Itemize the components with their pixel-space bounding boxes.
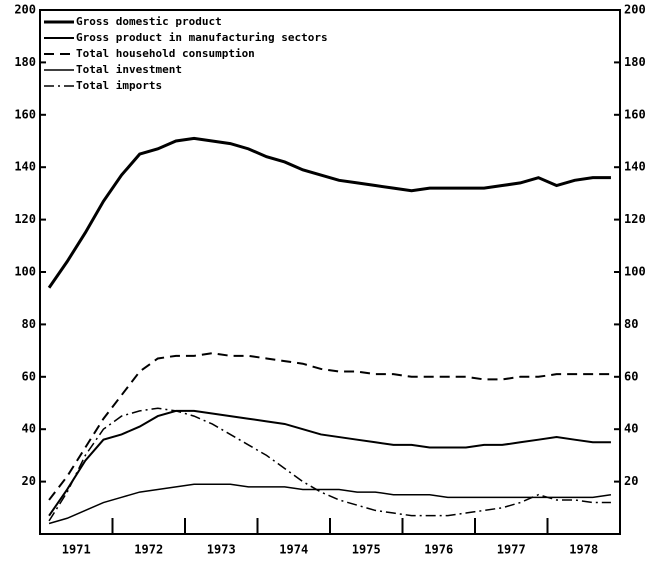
y2-tick-label: 40: [624, 422, 638, 436]
y-tick-label: 140: [14, 160, 36, 174]
series-line: [47, 136, 611, 289]
legend-label: Gross domestic product: [76, 15, 222, 28]
legend-label: Total investment: [76, 63, 182, 76]
y2-tick-label: 20: [624, 474, 638, 488]
legend-label: Total imports: [76, 79, 162, 92]
legend-label: Total household consumption: [76, 47, 255, 60]
y2-tick-label: 200: [624, 3, 646, 17]
y-tick-label: 200: [14, 3, 36, 17]
y-tick-label: 40: [22, 422, 36, 436]
y2-tick-label: 120: [624, 212, 646, 226]
y2-tick-label: 100: [624, 265, 646, 279]
x-tick-label: 1976: [424, 543, 453, 557]
x-tick-label: 1975: [352, 543, 381, 557]
y-tick-label: 20: [22, 474, 36, 488]
y2-tick-label: 180: [624, 55, 646, 69]
x-tick-label: 1974: [279, 543, 308, 557]
y-tick-label: 80: [22, 317, 36, 331]
y-tick-label: 100: [14, 265, 36, 279]
x-tick-label: 1978: [569, 543, 598, 557]
x-tick-label: 1977: [497, 543, 526, 557]
y2-tick-label: 140: [624, 160, 646, 174]
x-tick-label: 1972: [134, 543, 163, 557]
y2-tick-label: 60: [624, 369, 638, 383]
y-tick-label: 60: [22, 369, 36, 383]
y2-tick-label: 160: [624, 107, 646, 121]
y-tick-label: 120: [14, 212, 36, 226]
y-tick-label: 180: [14, 55, 36, 69]
series-line: [48, 352, 611, 501]
legend-label: Gross product in manufacturing sectors: [76, 31, 328, 44]
x-tick-label: 1971: [62, 543, 91, 557]
x-tick-label: 1973: [207, 543, 236, 557]
y-tick-label: 160: [14, 107, 36, 121]
series-line: [48, 409, 611, 517]
series-line: [48, 483, 612, 525]
series-line: [48, 407, 611, 522]
y2-tick-label: 80: [624, 317, 638, 331]
